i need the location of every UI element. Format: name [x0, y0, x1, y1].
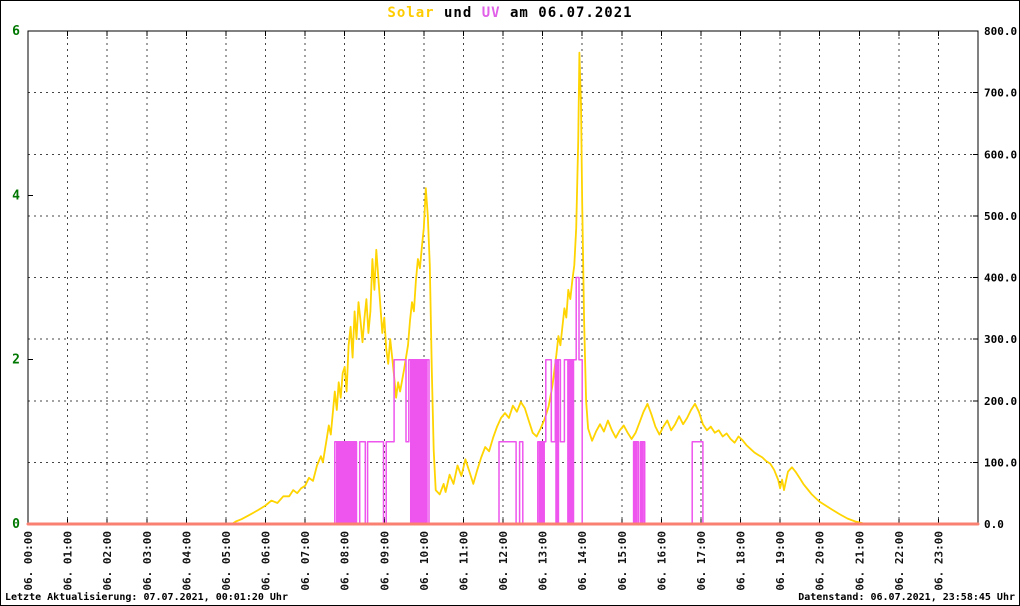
- x-axis-label: 06. 14:00: [576, 531, 589, 591]
- x-axis-label: 06. 13:00: [537, 531, 550, 591]
- uv-series-fill: [335, 441, 357, 524]
- uv-series-fill: [633, 441, 638, 524]
- x-axis-label: 06. 09:00: [378, 531, 391, 591]
- x-axis-label: 06. 08:00: [339, 531, 352, 591]
- right-axis-label: 200.0: [984, 395, 1017, 408]
- x-axis-label: 06. 03:00: [141, 531, 154, 591]
- x-axis-label: 06. 18:00: [735, 531, 748, 591]
- last-update-text: Letzte Aktualisierung: 07.07.2021, 00:01…: [5, 592, 288, 603]
- x-axis-label: 06. 16:00: [655, 531, 668, 591]
- x-axis-label: 06. 02:00: [101, 531, 114, 591]
- x-axis-label: 06. 21:00: [853, 531, 866, 591]
- x-axis-label: 06. 22:00: [893, 531, 906, 591]
- uv-series-fill: [567, 359, 575, 524]
- uv-series-fill: [640, 441, 644, 524]
- chart-canvas: 0 2 4 6 0.0 100.0 200.0 300.0 400.0 500.0 600.0 700…: [12, 24, 1017, 591]
- x-axis-label: 06. 15:00: [616, 531, 629, 591]
- data-state-text: Datenstand: 06.07.2021, 23:58:45 Uhr: [798, 592, 1015, 603]
- right-axis-label: 800.0: [984, 25, 1017, 38]
- right-axis-label: 100.0: [984, 456, 1017, 469]
- x-axis-label: 06. 06:00: [260, 531, 273, 591]
- right-axis-label: 300.0: [984, 333, 1017, 346]
- x-axis-label: 06. 00:00: [22, 531, 35, 591]
- x-axis-label: 06. 04:00: [180, 531, 193, 591]
- left-axis-label: 2: [12, 353, 20, 368]
- x-axis-label: 06. 17:00: [695, 531, 708, 591]
- right-axis-label: 500.0: [984, 210, 1017, 223]
- uv-series-fill: [555, 359, 560, 524]
- left-axis-label: 0: [12, 517, 20, 532]
- x-axis-label: 06. 19:00: [774, 531, 787, 591]
- x-axis-label: 06. 01:00: [62, 531, 75, 591]
- x-axis-label: 06. 07:00: [299, 531, 312, 591]
- title-und: und: [434, 5, 482, 21]
- x-axis-label: 06. 20:00: [814, 531, 827, 591]
- right-axis-label: 0.0: [984, 518, 1004, 531]
- title-series-solar: Solar: [387, 5, 435, 21]
- uv-series-fill: [538, 441, 545, 524]
- uv-series-fill: [409, 359, 428, 524]
- x-axis-label: 06. 12:00: [497, 531, 510, 591]
- title-series-uv: UV: [481, 5, 501, 21]
- x-axis-label: 06. 23:00: [932, 531, 945, 591]
- right-axis-label: 700.0: [984, 87, 1017, 100]
- x-axis-label: 06. 10:00: [418, 531, 431, 591]
- x-axis-label: 06. 11:00: [457, 531, 470, 591]
- right-axis-label: 400.0: [984, 272, 1017, 285]
- right-axis-label: 600.0: [984, 148, 1017, 161]
- title-date: am 06.07.2021: [500, 5, 633, 21]
- left-axis-label: 6: [12, 24, 20, 39]
- solar-series-line: [27, 51, 979, 525]
- x-axis-label: 06. 05:00: [220, 531, 233, 591]
- grid: [27, 30, 979, 525]
- chart-title: Solar und UV am 06.07.2021: [1, 5, 1019, 21]
- left-axis-label: 4: [12, 188, 20, 203]
